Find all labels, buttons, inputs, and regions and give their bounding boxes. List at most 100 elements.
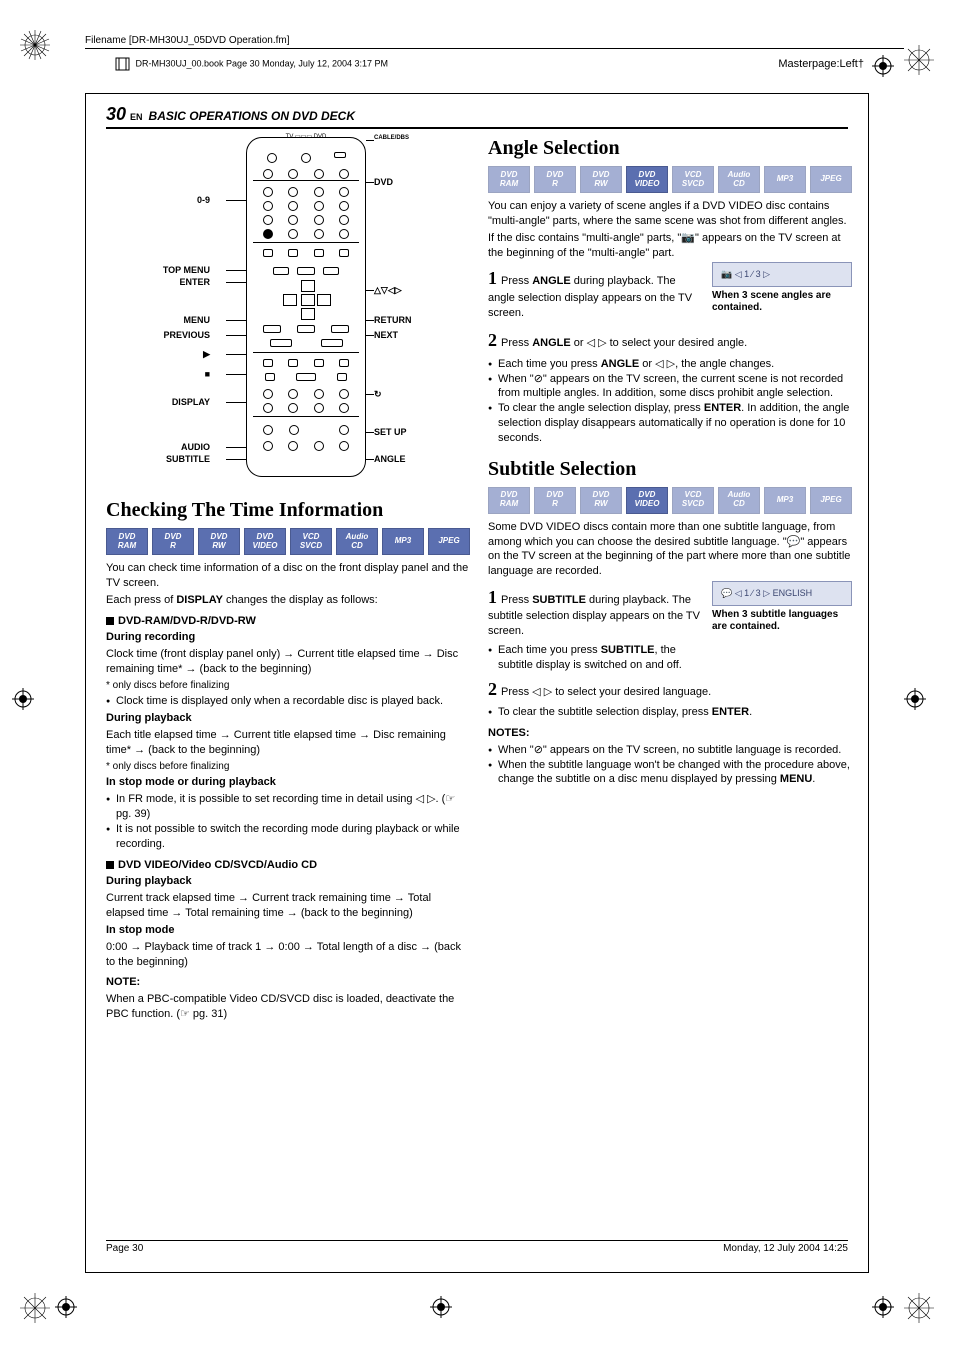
notes-heading: NOTES:	[488, 726, 852, 741]
format-badge: MP3	[382, 528, 424, 555]
subheading: DVD VIDEO/Video CD/SVCD/Audio CD	[106, 858, 470, 873]
format-badge: DVDRAM	[488, 166, 530, 193]
format-badge: DVDRW	[580, 487, 622, 514]
remote-label: SUBTITLE	[130, 454, 210, 464]
page-number: 30	[106, 104, 126, 125]
remote-label: AUDIO	[130, 442, 210, 452]
remote-label: CABLE/DBS	[374, 135, 464, 141]
format-badge: VCDSVCD	[672, 487, 714, 514]
section-title-angle: Angle Selection	[488, 137, 852, 160]
list-item: Clock time is displayed only when a reco…	[106, 694, 470, 709]
remote-label: DISPLAY	[130, 397, 210, 407]
divider	[85, 48, 904, 49]
list-item: Each time you press ANGLE or ◁ ▷, the an…	[488, 357, 852, 372]
format-badge: DVDRAM	[106, 528, 148, 555]
registration-sunburst	[904, 45, 934, 78]
remote-diagram: 0-9 TOP MENU ENTER MENU PREVIOUS ▶ ■ DISPLAY AUD…	[106, 137, 470, 487]
footer: Page 30 Monday, 12 July 2004 14:25	[106, 1240, 848, 1254]
registration-target	[12, 688, 34, 713]
section-title-time: Checking The Time Information	[106, 499, 470, 522]
remote-label: ▶	[130, 349, 210, 360]
registration-target	[55, 1296, 77, 1321]
format-badge: DVDVIDEO	[626, 487, 668, 514]
subheading: In stop mode	[106, 923, 470, 938]
step: 1Press SUBTITLE during playback. The sub…	[488, 585, 704, 639]
format-badges: DVDRAMDVDRDVDRWDVDVIDEOVCDSVCDAudioCDMP3…	[488, 166, 852, 193]
subheading: In stop mode or during playback	[106, 775, 470, 790]
list-item: When "⊘" appears on the TV screen, the c…	[488, 372, 852, 402]
remote-label: RETURN	[374, 315, 464, 325]
body-text: Current track elapsed time → Current tra…	[106, 891, 470, 921]
format-badge: JPEG	[810, 166, 852, 193]
list-item: To clear the subtitle selection display,…	[488, 705, 852, 720]
step: 1Press ANGLE during playback. The angle …	[488, 266, 704, 320]
remote-label: ↻	[374, 389, 464, 400]
remote-label: ■	[130, 369, 210, 379]
right-column: Angle Selection DVDRAMDVDRDVDRWDVDVIDEOV…	[488, 137, 852, 1024]
remote-label: SET UP	[374, 427, 464, 437]
subheading: During playback	[106, 874, 470, 889]
format-badge: DVDVIDEO	[244, 528, 286, 555]
masterpage-label: Masterpage:Left†	[778, 58, 864, 70]
format-badge: DVDR	[534, 487, 576, 514]
registration-sunburst	[20, 1293, 50, 1326]
footnote: * only discs before finalizing	[106, 679, 470, 693]
subheading: DVD-RAM/DVD-R/DVD-RW	[106, 614, 470, 629]
body-text: 0:00 → Playback time of track 1 → 0:00 →…	[106, 940, 470, 970]
format-badge: AudioCD	[718, 487, 760, 514]
remote-label: TOP MENU	[130, 265, 210, 275]
list-item: In FR mode, it is possible to set record…	[106, 792, 470, 822]
registration-sunburst	[904, 1293, 934, 1326]
remote-label: MENU	[130, 315, 210, 325]
remote-label: PREVIOUS	[130, 330, 210, 340]
list-item: When "⊘" appears on the TV screen, no su…	[488, 743, 852, 758]
body-text: You can check time information of a disc…	[106, 561, 470, 591]
list-item: To clear the angle selection display, pr…	[488, 401, 852, 446]
format-badge: AudioCD	[336, 528, 378, 555]
list-item: Each time you press SUBTITLE, the subtit…	[488, 643, 704, 673]
remote-label: ENTER	[130, 277, 210, 287]
body-text: Each press of DISPLAY changes the displa…	[106, 593, 470, 608]
subheading: During recording	[106, 630, 470, 645]
step: 2Press ◁ ▷ to select your desired langua…	[488, 677, 852, 701]
format-badges: DVDRAMDVDRDVDRWDVDVIDEOVCDSVCDAudioCDMP3…	[488, 487, 852, 514]
note-heading: NOTE:	[106, 975, 470, 990]
body-text: You can enjoy a variety of scene angles …	[488, 199, 852, 229]
format-badge: DVDRAM	[488, 487, 530, 514]
list-item: When the subtitle language won't be chan…	[488, 758, 852, 788]
body-text: When a PBC-compatible Video CD/SVCD disc…	[106, 992, 470, 1022]
registration-target	[430, 1296, 452, 1321]
osd-caption: When 3 scene angles are contained.	[712, 290, 852, 314]
remote-label: NEXT	[374, 330, 464, 340]
format-badge: DVDVIDEO	[626, 166, 668, 193]
remote-label: ANGLE	[374, 454, 464, 464]
body-text: Each title elapsed time → Current title …	[106, 728, 470, 758]
registration-sunburst	[20, 30, 50, 63]
body-text: If the disc contains "multi-angle" parts…	[488, 231, 852, 261]
subheading: During playback	[106, 711, 470, 726]
registration-target	[872, 1296, 894, 1321]
footer-page: Page 30	[106, 1243, 143, 1254]
remote-label: DVD	[374, 177, 464, 187]
format-badge: MP3	[764, 487, 806, 514]
step: 2Press ANGLE or ◁ ▷ to select your desir…	[488, 328, 852, 352]
remote-label: △▽◁▷	[374, 285, 464, 296]
registration-target	[904, 688, 926, 713]
filename-label: Filename [DR-MH30UJ_05DVD Operation.fm]	[85, 35, 904, 46]
body-text: Clock time (front display panel only) → …	[106, 647, 470, 677]
format-badges: DVDRAMDVDRDVDRWDVDVIDEOVCDSVCDAudioCDMP3…	[106, 528, 470, 555]
osd-example: 💬 ◁ 1 ∕ 3 ▷ ENGLISH	[712, 581, 852, 606]
book-text: DR-MH30UJ_00.book Page 30 Monday, July 1…	[136, 58, 388, 68]
format-badge: DVDR	[152, 528, 194, 555]
format-badge: DVDR	[534, 166, 576, 193]
format-badge: MP3	[764, 166, 806, 193]
page-header: 30 EN BASIC OPERATIONS ON DVD DECK	[106, 104, 848, 129]
remote-label: 0-9	[130, 195, 210, 205]
osd-example: 📷 ◁ 1 ∕ 3 ▷	[712, 262, 852, 287]
body-text: Some DVD VIDEO discs contain more than o…	[488, 520, 852, 579]
format-badge: JPEG	[810, 487, 852, 514]
format-badge: VCDSVCD	[290, 528, 332, 555]
format-badge: JPEG	[428, 528, 470, 555]
page-title: BASIC OPERATIONS ON DVD DECK	[149, 109, 355, 123]
footnote: * only discs before finalizing	[106, 760, 470, 774]
